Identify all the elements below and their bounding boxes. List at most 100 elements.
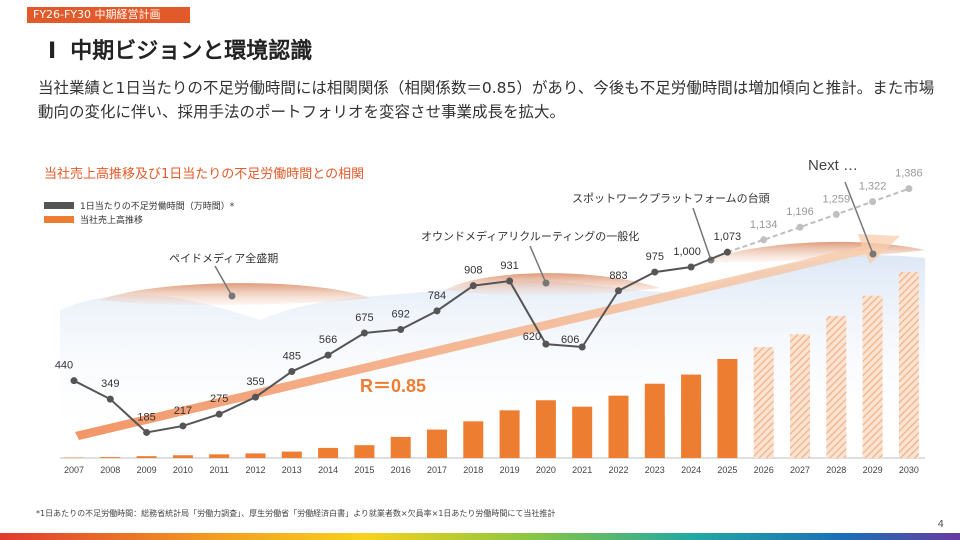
x-tick-2025: 2025 — [717, 465, 737, 475]
annotation-paid-media: ペイドメディア全盛期 — [169, 251, 278, 265]
legend-swatch-shortage — [44, 201, 74, 209]
x-tick-2026: 2026 — [754, 465, 774, 475]
point-2014 — [324, 351, 332, 359]
title-text: 中期ビジョンと環境認識 — [70, 39, 313, 64]
x-tick-2029: 2029 — [863, 465, 883, 475]
era-hill-owned-media — [445, 273, 660, 296]
bar-2026 — [753, 347, 774, 458]
x-tick-2008: 2008 — [100, 465, 120, 475]
x-tick-2010: 2010 — [173, 465, 193, 475]
leader-next — [844, 181, 874, 255]
bar-2029 — [862, 295, 883, 458]
legend-item-shortage: 1日当たりの不足労働時間（万時間）* — [44, 198, 234, 212]
x-tick-2013: 2013 — [282, 465, 302, 475]
bar-2030 — [898, 271, 919, 458]
legend-label-sales: 当社売上高推移 — [80, 215, 144, 226]
x-tick-2024: 2024 — [681, 465, 701, 475]
point-2027 — [796, 223, 804, 231]
trend-arrow — [75, 234, 900, 440]
point-label-2024: 1,000 — [673, 246, 701, 258]
bar-2010 — [172, 455, 193, 458]
annotation-next: Next … — [808, 157, 858, 174]
point-label-2030: 1,386 — [895, 168, 923, 180]
chart-legend: 1日当たりの不足労働時間（万時間）* 当社売上高推移 — [44, 198, 234, 226]
point-label-2026: 1,134 — [750, 219, 778, 231]
bar-2011 — [209, 454, 230, 458]
background-mist — [60, 255, 925, 440]
bar-2008 — [100, 457, 121, 458]
annotation-owned-media: オウンドメディアリクルーティングの一般化 — [421, 229, 639, 243]
bar-2028 — [826, 315, 847, 458]
x-tick-2027: 2027 — [790, 465, 810, 475]
x-tick-2007: 2007 — [64, 465, 84, 475]
x-tick-2019: 2019 — [500, 465, 520, 475]
point-2009 — [143, 428, 151, 436]
bar-2015 — [354, 445, 375, 458]
point-2007 — [70, 377, 78, 385]
point-2030 — [905, 185, 913, 193]
point-label-2007: 440 — [55, 360, 73, 372]
point-label-2010: 217 — [174, 405, 192, 417]
bar-2013 — [281, 451, 302, 458]
point-label-2025: 1,073 — [714, 231, 742, 243]
x-tick-2030: 2030 — [899, 465, 919, 475]
point-2019 — [506, 277, 514, 285]
point-label-2022: 883 — [609, 270, 627, 282]
era-hill-paid-media — [100, 283, 370, 306]
bar-2021 — [572, 406, 593, 458]
point-2013 — [288, 368, 296, 376]
bar-2020 — [535, 400, 556, 458]
point-label-2023: 975 — [646, 251, 664, 263]
bar-2014 — [318, 447, 339, 458]
point-2029 — [869, 198, 877, 206]
x-tick-2011: 2011 — [210, 465, 229, 475]
point-2024 — [687, 263, 695, 271]
point-label-2009: 185 — [137, 411, 155, 423]
x-tick-2021: 2021 — [572, 465, 592, 475]
leader-paid-media — [214, 265, 233, 297]
leader-dot-owned-media — [542, 279, 550, 287]
point-label-2016: 692 — [392, 309, 410, 321]
point-label-2021: 606 — [561, 334, 579, 346]
point-2017 — [433, 307, 441, 315]
x-tick-2022: 2022 — [608, 465, 628, 475]
point-2023 — [651, 268, 659, 276]
point-label-2008: 349 — [101, 378, 119, 390]
point-label-2013: 485 — [283, 351, 301, 363]
x-tick-2012: 2012 — [245, 465, 265, 475]
bottom-color-bar — [0, 533, 960, 540]
point-2022 — [615, 287, 622, 295]
bar-2017 — [427, 429, 447, 458]
point-label-2014: 566 — [319, 334, 337, 346]
point-2025 — [723, 248, 731, 256]
point-label-2017: 784 — [428, 290, 446, 302]
point-2026 — [760, 236, 768, 244]
legend-swatch-sales — [44, 215, 74, 223]
point-2010 — [179, 422, 187, 430]
footnote: *1日あたりの不足労働時間：総務省統計局「労働力調査」、厚生労働省「労働経済白書… — [36, 509, 556, 518]
point-2015 — [360, 329, 368, 337]
bar-2012 — [245, 453, 266, 458]
point-label-2018: 908 — [464, 265, 482, 277]
leader-dot-next — [869, 250, 877, 258]
leader-owned-media — [529, 245, 547, 284]
x-tick-2014: 2014 — [318, 465, 338, 475]
bar-2025 — [717, 359, 738, 458]
point-2021 — [578, 343, 586, 351]
leader-dot-paid-media — [228, 292, 236, 300]
page-title: Ⅰ 中期ビジョンと環境認識 — [48, 33, 312, 65]
x-tick-2016: 2016 — [391, 465, 411, 475]
line-shortage-projected — [727, 187, 910, 254]
point-2011 — [215, 410, 223, 418]
page-number: 4 — [937, 519, 944, 530]
leader-spot-work — [692, 207, 712, 261]
legend-label-shortage: 1日当たりの不足労働時間（万時間）* — [80, 201, 235, 212]
x-tick-2023: 2023 — [645, 465, 665, 475]
point-2028 — [832, 210, 840, 218]
bar-2022 — [608, 395, 629, 458]
x-tick-2018: 2018 — [463, 465, 483, 475]
point-label-2020: 620 — [523, 331, 541, 343]
description: 当社業績と1日当たりの不足労働時間には相関関係（相関係数＝0.85）があり、今後… — [38, 79, 935, 121]
section-number: Ⅰ — [48, 39, 57, 64]
bar-2024 — [681, 374, 702, 458]
